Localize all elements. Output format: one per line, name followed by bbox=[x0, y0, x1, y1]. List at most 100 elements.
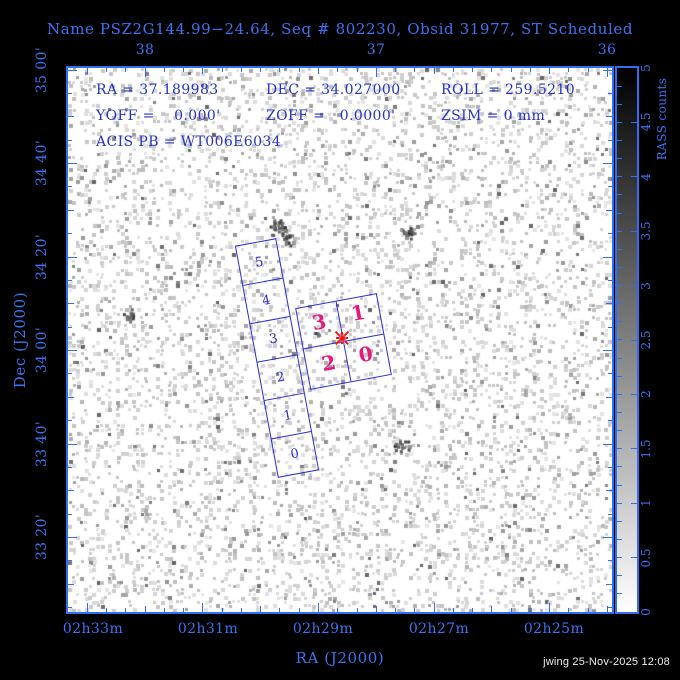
colorbar-minor-tick bbox=[617, 448, 622, 450]
y-minor-tick bbox=[68, 139, 72, 141]
colorbar-tick-label: 2 bbox=[639, 390, 653, 399]
x-minor-tick bbox=[510, 608, 512, 612]
colorbar-minor-tick bbox=[617, 212, 622, 214]
y-left-tick-label: 34 00' bbox=[34, 326, 50, 374]
x-top-tick-label: 36 bbox=[597, 42, 617, 58]
colorbar-minor-tick bbox=[617, 593, 622, 595]
s-chip-label: 3 bbox=[268, 330, 279, 347]
y-minor-tick bbox=[68, 279, 72, 281]
colorbar-minor-tick bbox=[617, 303, 622, 305]
colorbar-tick-label: 5 bbox=[639, 64, 653, 72]
colorbar-minor-tick bbox=[617, 285, 622, 287]
y-medium-tick bbox=[68, 116, 74, 118]
s-chip-label: 0 bbox=[289, 445, 301, 462]
colorbar-major-tick bbox=[631, 285, 637, 287]
y-major-tick bbox=[603, 350, 612, 351]
info-acis-pb: ACIS PB = WT006E6034 bbox=[96, 134, 282, 150]
y-medium-tick bbox=[68, 209, 74, 211]
colorbar bbox=[615, 66, 639, 614]
i-chip-label: 0 bbox=[356, 341, 375, 368]
x-minor-tick bbox=[221, 608, 223, 612]
s-chip-divider bbox=[257, 354, 297, 363]
x-bottom-tick-label: 02h29m bbox=[292, 621, 354, 637]
y-medium-tick bbox=[68, 396, 74, 398]
x-minor-tick bbox=[568, 68, 570, 72]
y-minor-tick bbox=[68, 233, 72, 235]
info-dec: DEC = 34.027000 bbox=[266, 82, 401, 98]
y-minor-tick bbox=[608, 139, 612, 141]
y-minor-tick bbox=[608, 279, 612, 281]
s-chip-divider bbox=[243, 277, 283, 286]
y-major-tick bbox=[603, 256, 612, 258]
colorbar-minor-tick bbox=[617, 121, 622, 123]
x-medium-tick bbox=[144, 606, 146, 612]
colorbar-minor-tick bbox=[617, 538, 622, 540]
y-major-tick bbox=[603, 443, 612, 445]
colorbar-minor-tick bbox=[617, 502, 622, 504]
colorbar-minor-tick bbox=[617, 103, 622, 105]
x-medium-tick bbox=[86, 68, 88, 74]
y-minor-tick bbox=[608, 92, 612, 94]
x-bottom-tick-label: 02h25m bbox=[523, 621, 585, 637]
x-bottom-tick-label: 02h31m bbox=[177, 621, 239, 637]
x-minor-tick bbox=[414, 68, 416, 72]
y-minor-tick bbox=[608, 326, 612, 328]
y-axis-title: Dec (J2000) bbox=[11, 291, 29, 389]
colorbar-minor-tick bbox=[617, 557, 622, 559]
colorbar-minor-tick bbox=[617, 357, 622, 359]
x-minor-tick bbox=[163, 68, 165, 72]
y-left-tick-label: 35 00' bbox=[34, 46, 50, 94]
colorbar-major-tick bbox=[631, 230, 637, 232]
x-major-tick bbox=[202, 603, 204, 612]
y-major-tick bbox=[68, 69, 77, 71]
y-major-tick bbox=[68, 350, 77, 351]
x-minor-tick bbox=[337, 68, 339, 72]
y-major-tick bbox=[68, 163, 77, 164]
x-major-tick bbox=[144, 68, 146, 77]
x-minor-tick bbox=[240, 68, 242, 72]
x-axis-title: RA (J2000) bbox=[295, 649, 385, 667]
info-yoff: YOFF = 0.000' bbox=[96, 108, 221, 124]
x-minor-tick bbox=[279, 608, 281, 612]
x-medium-tick bbox=[491, 606, 493, 612]
x-minor-tick bbox=[183, 608, 185, 612]
x-minor-tick bbox=[491, 68, 493, 72]
x-minor-tick bbox=[568, 608, 570, 612]
x-minor-tick bbox=[163, 608, 165, 612]
y-left-tick-label: 33 20' bbox=[34, 513, 50, 561]
x-medium-tick bbox=[549, 68, 551, 74]
colorbar-tick-label: 0.5 bbox=[639, 548, 653, 568]
x-minor-tick bbox=[298, 608, 300, 612]
y-minor-tick bbox=[608, 420, 612, 422]
y-minor-tick bbox=[68, 466, 72, 468]
info-roll: ROLL = 259.5210 bbox=[441, 82, 576, 98]
i-chip-label: 2 bbox=[319, 349, 338, 377]
colorbar-minor-tick bbox=[617, 412, 622, 414]
y-left-tick-label: 33 40' bbox=[34, 420, 50, 468]
x-minor-tick bbox=[337, 608, 339, 612]
y-major-tick bbox=[603, 69, 612, 71]
x-minor-tick bbox=[125, 608, 127, 612]
colorbar-major-tick bbox=[631, 339, 637, 341]
x-minor-tick bbox=[356, 608, 358, 612]
colorbar-minor-tick bbox=[617, 140, 622, 142]
x-major-tick bbox=[86, 603, 88, 612]
y-minor-tick bbox=[68, 186, 72, 188]
y-medium-tick bbox=[606, 490, 612, 492]
x-medium-tick bbox=[433, 68, 435, 74]
x-bottom-tick-label: 02h33m bbox=[62, 621, 124, 637]
y-minor-tick bbox=[608, 560, 612, 562]
y-medium-tick bbox=[606, 583, 612, 585]
x-major-tick bbox=[317, 603, 319, 612]
y-medium-tick bbox=[68, 490, 74, 492]
x-minor-tick bbox=[472, 68, 474, 72]
x-major-tick bbox=[375, 68, 377, 77]
colorbar-minor-tick bbox=[617, 158, 622, 160]
y-minor-tick bbox=[68, 513, 72, 515]
y-minor-tick bbox=[608, 186, 612, 188]
colorbar-major-tick bbox=[631, 121, 637, 123]
x-minor-tick bbox=[183, 68, 185, 72]
s-chip-divider bbox=[250, 316, 290, 325]
y-major-tick bbox=[68, 537, 77, 538]
colorbar-minor-tick bbox=[617, 430, 622, 432]
